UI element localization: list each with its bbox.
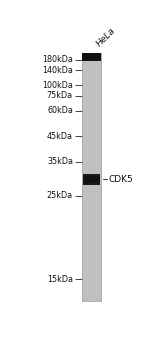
Text: 75kDa: 75kDa	[47, 91, 73, 100]
Text: 15kDa: 15kDa	[47, 275, 73, 284]
Text: CDK5: CDK5	[108, 175, 133, 184]
Text: 45kDa: 45kDa	[47, 132, 73, 141]
Text: 140kDa: 140kDa	[42, 66, 73, 75]
Bar	[84, 176, 100, 183]
Bar	[82, 53, 101, 61]
Text: 25kDa: 25kDa	[47, 191, 73, 200]
Text: 100kDa: 100kDa	[42, 80, 73, 90]
Text: 180kDa: 180kDa	[42, 55, 73, 64]
Text: 60kDa: 60kDa	[47, 106, 73, 115]
Bar	[82, 53, 101, 301]
Bar	[83, 174, 100, 184]
Text: HeLa: HeLa	[95, 26, 118, 49]
Text: 35kDa: 35kDa	[47, 158, 73, 167]
